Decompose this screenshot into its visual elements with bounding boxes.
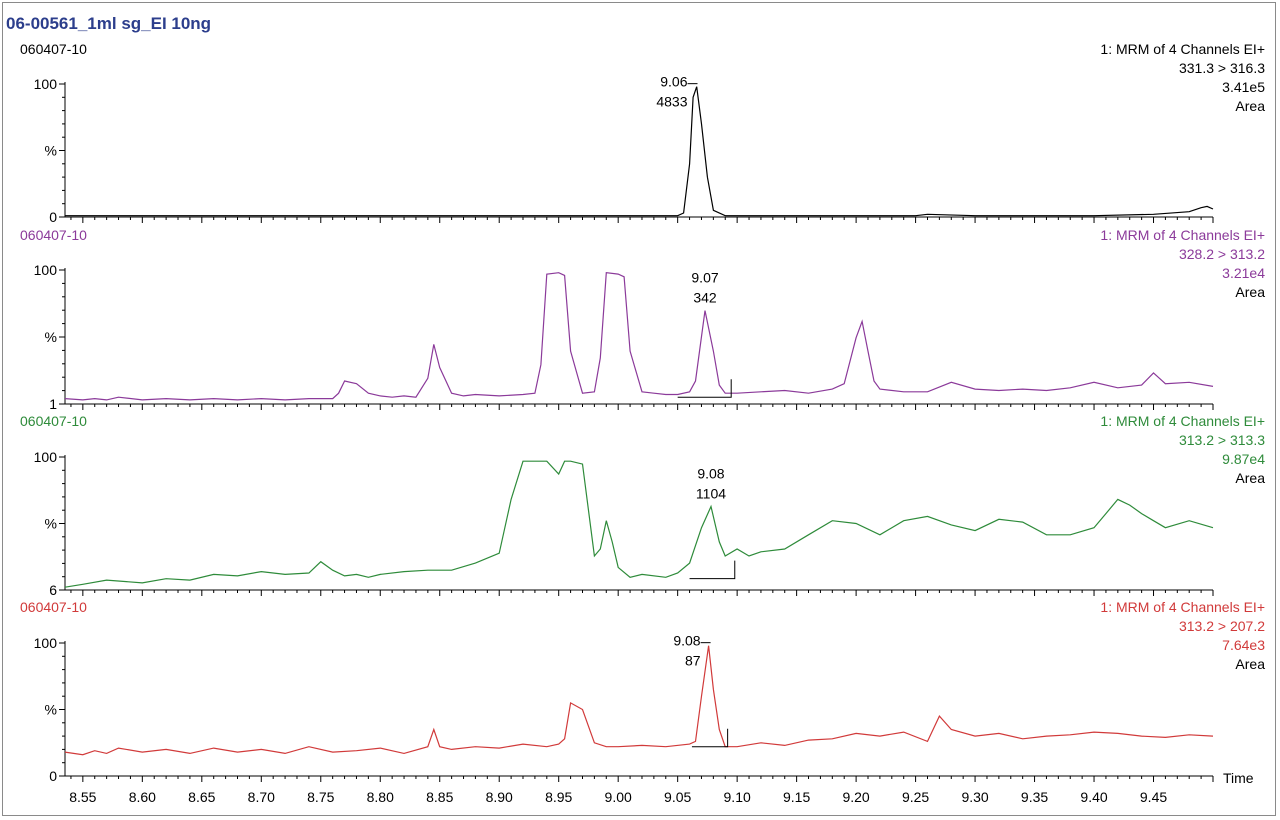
x-tick-label: 8.80 (367, 789, 394, 805)
x-tick-label: 9.45 (1140, 789, 1167, 805)
peak-baseline (691, 728, 729, 748)
series-line (65, 86, 1214, 217)
series-line (64, 460, 1214, 588)
x-tick-label: 9.15 (783, 789, 810, 805)
y-tick-label-top: 100 (34, 76, 58, 92)
peak-area-label: 4833 (656, 94, 687, 110)
panel-transition-label: 328.2 > 313.2 (1179, 246, 1265, 262)
panel-mode-label: Area (1235, 656, 1265, 672)
x-tick-label: 9.10 (724, 789, 751, 805)
y-tick-label-bottom: 1 (49, 396, 57, 412)
series-line (64, 272, 1214, 401)
panel-mode-label: Area (1235, 98, 1265, 114)
peak-area-label: 342 (693, 290, 717, 306)
x-tick-label: 8.65 (188, 789, 215, 805)
x-tick-label: 9.40 (1080, 789, 1107, 805)
x-tick-label: 9.00 (605, 789, 632, 805)
x-tick-label: 9.20 (842, 789, 869, 805)
panel-sample-label: 060407-10 (20, 413, 87, 429)
peak-baseline (677, 379, 732, 398)
peak-rt-label: 9.08 (673, 633, 700, 649)
panel-function-label: 1: MRM of 4 Channels EI+ (1100, 227, 1265, 243)
x-tick-label: 8.90 (486, 789, 513, 805)
y-tick-label-top: 100 (34, 635, 58, 651)
peak-area-label: 1104 (696, 486, 726, 502)
x-tick-label: 8.95 (545, 789, 572, 805)
x-tick-label: 9.35 (1021, 789, 1048, 805)
panel-function-label: 1: MRM of 4 Channels EI+ (1100, 599, 1265, 615)
panel-function-label: 1: MRM of 4 Channels EI+ (1100, 41, 1265, 57)
panel-sample-label: 060407-10 (20, 599, 87, 615)
panel-transition-label: 331.3 > 316.3 (1179, 60, 1265, 76)
x-tick-label: 8.85 (426, 789, 453, 805)
x-tick-label: 8.60 (129, 789, 156, 805)
x-tick-label: 8.75 (307, 789, 334, 805)
y-tick-label-bottom: 6 (49, 582, 57, 598)
x-tick-label: 9.05 (664, 789, 691, 805)
x-tick-label: 9.30 (961, 789, 988, 805)
panel-intensity-label: 3.41e5 (1222, 79, 1265, 95)
panel-3: 060407-10 1: MRM of 4 Channels EI+ 313.2 >… (20, 413, 1265, 598)
y-tick-label-mid: % (45, 143, 57, 159)
y-tick-label-top: 100 (34, 449, 58, 465)
panel-mode-label: Area (1235, 470, 1265, 486)
panel-intensity-label: 3.21e4 (1222, 265, 1265, 281)
x-tick-label: 8.70 (248, 789, 275, 805)
y-tick-label-mid: % (45, 702, 57, 718)
y-tick-label-bottom: 0 (49, 768, 57, 784)
panel-2: 060407-10 1: MRM of 4 Channels EI+ 328.2 >… (20, 227, 1265, 412)
peak-rt-label: 9.06 (660, 74, 687, 90)
y-tick-label-top: 100 (34, 262, 58, 278)
x-axis-label: Time (1223, 770, 1254, 786)
peak-rt-label: 9.07 (691, 270, 718, 286)
panel-transition-label: 313.2 > 313.3 (1179, 432, 1265, 448)
panel-1: 060407-10 1: MRM of 4 Channels EI+ 331.3 >… (20, 41, 1265, 225)
x-tick-label: 8.55 (69, 789, 96, 805)
peak-rt-label: 9.08 (697, 466, 724, 482)
peak-baseline (689, 560, 736, 580)
panel-intensity-label: 9.87e4 (1222, 451, 1265, 467)
panel-sample-label: 060407-10 (20, 41, 87, 57)
panel-function-label: 1: MRM of 4 Channels EI+ (1100, 413, 1265, 429)
panel-transition-label: 313.2 > 207.2 (1179, 618, 1265, 634)
panel-4: 060407-10 1: MRM of 4 Channels EI+ 313.2 >… (20, 599, 1265, 784)
series-line (64, 645, 1214, 756)
panel-mode-label: Area (1235, 284, 1265, 300)
chart-title: 06-00561_1ml sg_EI 10ng (6, 14, 212, 33)
panel-intensity-label: 7.64e3 (1222, 637, 1265, 653)
y-tick-label-mid: % (45, 329, 57, 345)
peak-area-label: 87 (685, 653, 701, 669)
x-tick-label: 9.25 (902, 789, 929, 805)
y-tick-label-bottom: 0 (49, 209, 57, 225)
y-tick-label-mid: % (45, 516, 57, 532)
panel-sample-label: 060407-10 (20, 227, 87, 243)
